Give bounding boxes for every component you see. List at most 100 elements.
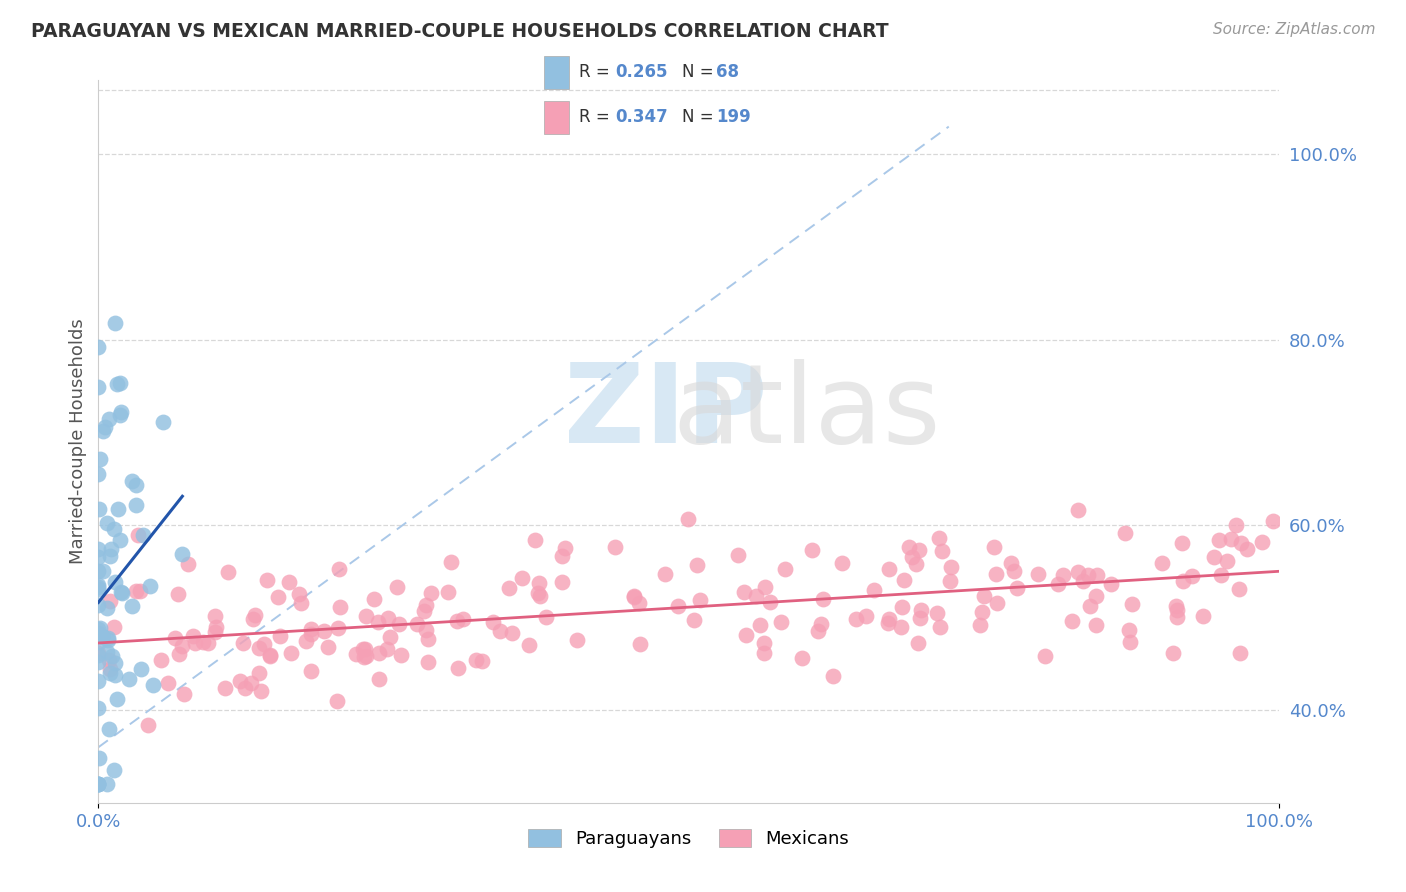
Point xyxy=(132,528,155,542)
Point xyxy=(353,649,375,664)
Point xyxy=(890,620,912,634)
Point xyxy=(98,549,121,564)
Point xyxy=(907,542,929,557)
Point xyxy=(105,377,128,392)
Point xyxy=(745,589,768,603)
Point xyxy=(87,626,110,640)
Point xyxy=(87,777,110,791)
Point xyxy=(103,574,125,589)
Point xyxy=(129,662,152,676)
Point xyxy=(654,566,676,581)
Point xyxy=(686,558,709,572)
Point xyxy=(901,549,924,564)
Point xyxy=(87,467,110,481)
Point xyxy=(683,613,706,627)
Point xyxy=(299,627,322,641)
Point xyxy=(325,693,347,707)
Point xyxy=(89,621,111,635)
Point xyxy=(259,648,281,662)
Text: R =: R = xyxy=(579,63,614,81)
Point xyxy=(87,580,110,594)
Text: R =: R = xyxy=(579,109,614,127)
Point xyxy=(299,622,322,636)
Text: 0.265: 0.265 xyxy=(616,63,668,81)
Point xyxy=(939,559,962,574)
Point xyxy=(91,424,114,438)
Point xyxy=(1211,568,1233,582)
Point xyxy=(482,615,505,630)
Point xyxy=(204,624,226,639)
Point xyxy=(811,592,834,607)
Point xyxy=(735,628,758,642)
Point xyxy=(121,474,143,488)
Point xyxy=(446,615,468,629)
Point xyxy=(87,777,110,791)
Text: 68: 68 xyxy=(716,63,740,81)
Point xyxy=(1099,577,1122,591)
Point xyxy=(1002,565,1025,579)
Point xyxy=(173,687,195,701)
Point xyxy=(105,692,128,706)
Point xyxy=(908,611,931,625)
Point xyxy=(111,586,134,600)
Point xyxy=(278,574,301,589)
Point xyxy=(94,420,117,434)
Point xyxy=(389,648,412,662)
Point xyxy=(415,623,437,637)
Point xyxy=(110,584,132,599)
Point xyxy=(89,634,111,648)
Point xyxy=(87,582,110,596)
Point xyxy=(98,662,121,676)
Point xyxy=(970,605,993,619)
Point xyxy=(87,599,110,613)
FancyBboxPatch shape xyxy=(544,56,568,88)
Point xyxy=(377,611,399,625)
Point xyxy=(877,562,900,576)
Point xyxy=(232,636,254,650)
Point xyxy=(893,574,915,588)
Point xyxy=(1236,541,1258,556)
Point xyxy=(125,499,148,513)
Point xyxy=(550,575,572,590)
Point xyxy=(108,408,131,422)
Point xyxy=(1000,556,1022,570)
Point xyxy=(108,533,131,548)
Point xyxy=(969,618,991,632)
Point xyxy=(287,587,309,601)
Point xyxy=(807,624,830,638)
Point xyxy=(121,599,143,613)
Point xyxy=(167,587,190,601)
Point xyxy=(727,549,749,563)
Point xyxy=(87,655,110,669)
Text: 199: 199 xyxy=(716,109,751,127)
Point xyxy=(239,676,262,690)
Point xyxy=(907,636,929,650)
Point xyxy=(1067,503,1090,517)
Point xyxy=(125,584,148,599)
Point xyxy=(352,641,374,656)
Point xyxy=(877,612,900,626)
Point xyxy=(103,522,125,536)
Point xyxy=(87,673,110,688)
Point xyxy=(810,616,832,631)
Point xyxy=(773,562,796,576)
Point xyxy=(329,599,352,614)
Point xyxy=(87,701,110,715)
Point xyxy=(165,631,187,645)
Point xyxy=(104,656,127,670)
Point xyxy=(375,642,398,657)
Point xyxy=(87,340,110,354)
Point xyxy=(1067,566,1090,580)
Point xyxy=(749,618,772,632)
Point xyxy=(1033,649,1056,664)
Point xyxy=(256,573,278,587)
Point xyxy=(1229,535,1251,549)
Point xyxy=(87,542,110,557)
Point xyxy=(156,676,179,690)
Point xyxy=(103,620,125,634)
Point xyxy=(754,636,776,650)
Point xyxy=(128,584,150,599)
Point xyxy=(415,598,437,612)
Point xyxy=(98,722,121,736)
Point xyxy=(91,564,114,578)
